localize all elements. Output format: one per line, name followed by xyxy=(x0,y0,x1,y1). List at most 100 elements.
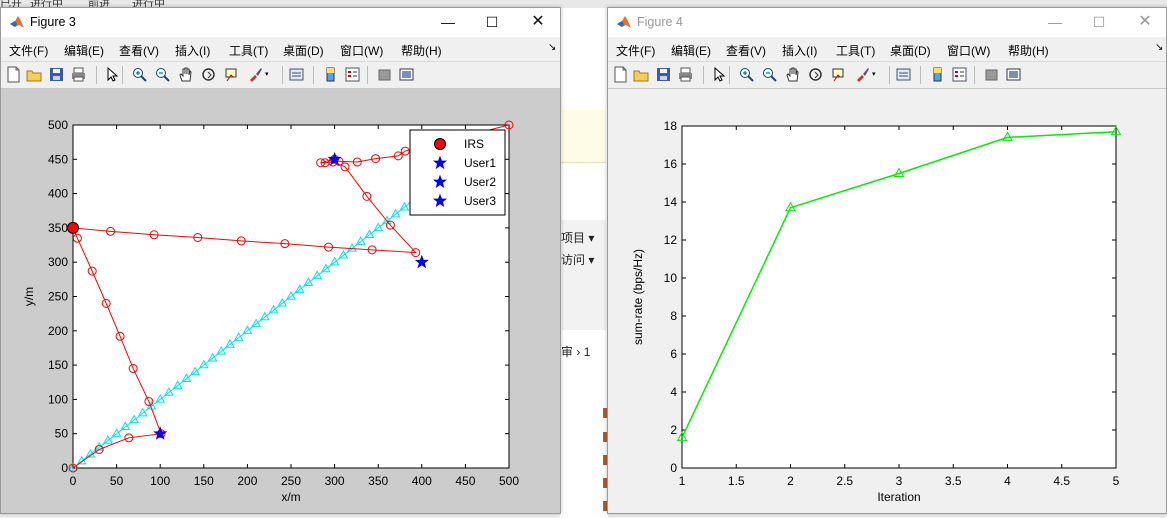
open-file-icon[interactable] xyxy=(26,66,43,83)
link-plot-icon[interactable] xyxy=(895,66,912,83)
save-icon[interactable] xyxy=(48,66,65,83)
toolbar-separator xyxy=(313,66,314,84)
trajectory-point xyxy=(101,298,111,308)
y-tick-label: 300 xyxy=(48,255,68,269)
diagonal-point xyxy=(164,387,174,396)
select-arrow-icon[interactable] xyxy=(103,66,120,83)
background-menu-access[interactable]: 访问 ▾ xyxy=(561,253,595,267)
background-menu-projects[interactable]: 项目 ▾ xyxy=(561,231,595,245)
toolbar-separator xyxy=(122,66,123,84)
diagonal-point xyxy=(137,407,148,417)
diagonal-point xyxy=(268,304,279,314)
y-tick-label: 200 xyxy=(48,324,68,338)
menu-file[interactable]: 文件(F) xyxy=(616,44,656,58)
legend-user-marker xyxy=(432,174,448,189)
legend-icon[interactable] xyxy=(951,66,968,83)
figure3-titlebar[interactable]: Figure 3 — ☐ ✕ xyxy=(1,8,560,37)
toolbar-separator xyxy=(703,66,704,84)
save-icon[interactable] xyxy=(655,66,672,83)
new-figure-icon[interactable] xyxy=(612,66,629,83)
print-icon[interactable] xyxy=(677,66,694,83)
maximize-button[interactable]: ☐ xyxy=(485,14,499,30)
data-cursor-icon[interactable] xyxy=(223,66,240,83)
trajectory-point xyxy=(144,396,154,406)
menu-edit[interactable]: 编辑(E) xyxy=(64,44,104,58)
background-marker xyxy=(603,408,607,418)
zoom-in-icon[interactable] xyxy=(131,66,148,83)
diagonal-point xyxy=(329,256,340,266)
menu-desktop[interactable]: 桌面(D) xyxy=(890,44,931,58)
brush-icon[interactable] xyxy=(247,66,264,83)
sum-rate-point xyxy=(676,431,688,442)
rotate-3d-icon[interactable] xyxy=(807,66,824,83)
background-breadcrumb: 审 › 1 xyxy=(561,345,591,359)
diagonal-point xyxy=(94,441,105,451)
show-plot-tools-icon[interactable] xyxy=(398,66,415,83)
zoom-out-icon[interactable] xyxy=(154,66,171,83)
menu-view[interactable]: 查看(V) xyxy=(119,44,159,58)
y-tick-label: 2 xyxy=(670,423,677,437)
x-tick-label: 1.5 xyxy=(728,474,745,488)
select-arrow-icon[interactable] xyxy=(710,66,727,83)
brush-dropdown-icon[interactable]: ▾ xyxy=(265,71,269,78)
toolbar-separator xyxy=(282,66,283,84)
minimize-button[interactable]: — xyxy=(441,14,455,30)
x-tick-label: 4 xyxy=(1004,474,1011,488)
toolbar-separator xyxy=(974,66,975,84)
menu-tools[interactable]: 工具(T) xyxy=(836,44,876,58)
diagonal-point xyxy=(294,284,305,293)
figure4-menubar: 文件(F) 编辑(E) 查看(V) 插入(I) 工具(T) 桌面(D) 窗口(W… xyxy=(608,37,1166,61)
dock-arrow-icon[interactable]: ↘ xyxy=(548,42,557,53)
pan-hand-icon[interactable] xyxy=(784,66,801,83)
rotate-3d-icon[interactable] xyxy=(200,66,217,83)
menu-desktop[interactable]: 桌面(D) xyxy=(283,44,324,58)
figure4-titlebar[interactable]: Figure 4 — ☐ ✕ xyxy=(608,8,1166,37)
y-tick-label: 50 xyxy=(55,427,69,441)
maximize-button[interactable]: ☐ xyxy=(1092,14,1106,30)
menu-insert[interactable]: 插入(I) xyxy=(782,44,818,58)
data-cursor-icon[interactable] xyxy=(830,66,847,83)
zoom-out-icon[interactable] xyxy=(761,66,778,83)
figure3-trajectory-chart: 0 50 100 150 200 250 300 350 400 450 500 0 50 100 150 2… xyxy=(22,118,519,504)
legend-icon[interactable] xyxy=(344,66,361,83)
pan-hand-icon[interactable] xyxy=(177,66,194,83)
x-tick-label: 1 xyxy=(679,474,686,488)
hide-plot-tools-icon[interactable] xyxy=(376,66,393,83)
print-icon[interactable] xyxy=(70,66,87,83)
trajectory-point xyxy=(340,162,350,172)
dock-arrow-icon[interactable]: ↘ xyxy=(1155,42,1164,53)
x-tick-label: 500 xyxy=(499,474,519,488)
trajectory-point xyxy=(105,226,115,236)
colorbar-icon[interactable] xyxy=(929,66,946,83)
x-tick-label: 3.5 xyxy=(945,474,962,488)
trajectory-point xyxy=(124,433,134,443)
brush-icon[interactable] xyxy=(854,66,871,83)
trajectory-point xyxy=(367,245,377,255)
menu-window[interactable]: 窗口(W) xyxy=(340,44,384,58)
menu-help[interactable]: 帮助(H) xyxy=(401,44,442,58)
menu-help[interactable]: 帮助(H) xyxy=(1008,44,1049,58)
open-file-icon[interactable] xyxy=(633,66,650,83)
zoom-in-icon[interactable] xyxy=(738,66,755,83)
close-button[interactable]: ✕ xyxy=(1138,13,1152,30)
menu-file[interactable]: 文件(F) xyxy=(9,44,49,58)
brush-dropdown-icon[interactable]: ▾ xyxy=(872,71,876,78)
menu-insert[interactable]: 插入(I) xyxy=(175,44,211,58)
minimize-button[interactable]: — xyxy=(1048,14,1062,30)
menu-view[interactable]: 查看(V) xyxy=(726,44,766,58)
show-plot-tools-icon[interactable] xyxy=(1005,66,1022,83)
y-axis-label: y/m xyxy=(22,287,36,306)
link-plot-icon[interactable] xyxy=(288,66,305,83)
hide-plot-tools-icon[interactable] xyxy=(983,66,1000,83)
trajectory-point xyxy=(72,233,82,243)
x-tick-label: 0 xyxy=(70,474,77,488)
menu-edit[interactable]: 编辑(E) xyxy=(671,44,711,58)
y-tick-label: 250 xyxy=(48,290,68,304)
close-button[interactable]: ✕ xyxy=(531,13,545,30)
menu-tools[interactable]: 工具(T) xyxy=(229,44,269,58)
menu-window[interactable]: 窗口(W) xyxy=(947,44,991,58)
new-figure-icon[interactable] xyxy=(5,66,22,83)
x-axis-label: x/m xyxy=(281,490,300,504)
diagonal-point xyxy=(85,448,96,458)
colorbar-icon[interactable] xyxy=(322,66,339,83)
